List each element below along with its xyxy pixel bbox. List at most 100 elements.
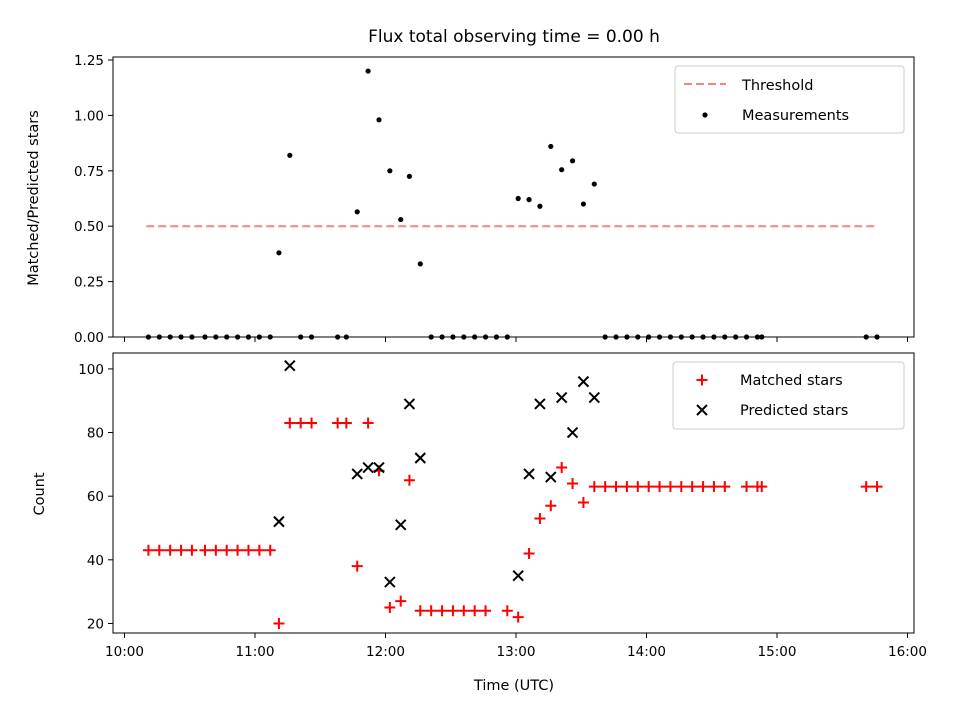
y-tick-label: 40 [87, 553, 104, 569]
predicted-star-point [273, 515, 285, 528]
predicted-star-point [351, 468, 363, 480]
matched-star-point [610, 481, 622, 493]
x-tick-label: 14:00 [627, 644, 666, 660]
matched-star-point [512, 611, 524, 623]
measurement-point [276, 250, 282, 256]
matched-star-point [232, 544, 244, 556]
top-y-axis-label: Matched/Predicted stars [26, 110, 42, 286]
y-tick-label: 0.50 [74, 219, 104, 235]
predicted-star-point [588, 391, 601, 404]
measurement-point [559, 167, 565, 173]
predicted-star-point [284, 360, 296, 372]
matched-star-point [523, 547, 535, 559]
matched-star-point [164, 544, 176, 556]
matched-star-point [295, 417, 307, 429]
y-tick-label: 100 [78, 362, 104, 378]
predicted-star-point [534, 398, 546, 410]
matched-star-point [153, 544, 165, 556]
measurement-point [569, 158, 576, 164]
matched-star-point [384, 602, 396, 614]
series-matched-stars [142, 417, 883, 629]
matched-star-point [643, 481, 655, 493]
matched-star-point [351, 560, 363, 572]
measurement-point [287, 152, 293, 158]
matched-star-point [447, 605, 459, 617]
matched-star-point [175, 544, 187, 556]
matched-star-point [395, 595, 407, 607]
x-tick-label: 15:00 [758, 644, 797, 660]
matched-star-point [599, 481, 611, 493]
legend-matched-swatch [696, 374, 708, 386]
bottom-legend: Matched stars Predicted stars [672, 361, 905, 430]
measurement-point [515, 195, 521, 202]
matched-star-point [588, 481, 600, 493]
matched-star-point [186, 544, 198, 556]
matched-star-point [142, 544, 154, 556]
measurement-point [580, 201, 587, 207]
predicted-star-point [523, 468, 535, 480]
predicted-star-point [555, 391, 568, 404]
y-tick-label: 80 [87, 426, 104, 442]
bottom-y-axis-label: Count [32, 472, 48, 515]
predicted-star-point [384, 576, 396, 588]
x-tick-label: 16:00 [888, 644, 927, 660]
matched-star-point [534, 512, 546, 524]
y-tick-label: 0.00 [74, 330, 104, 346]
predicted-star-point [373, 461, 385, 474]
bottom-series-layer [142, 360, 883, 629]
matched-star-point [273, 617, 285, 629]
top-legend-box [674, 65, 905, 134]
predicted-star-point [545, 471, 557, 483]
bottom-x-ticks: 10:00 11:00 12:00 13:00 14:00 15:00 16:00 [105, 633, 927, 660]
matched-star-point [362, 417, 374, 429]
matched-star-point [284, 417, 296, 429]
matched-star-point [632, 481, 644, 493]
predicted-star-point [362, 461, 374, 474]
y-tick-label: 0.75 [74, 164, 104, 180]
x-tick-label: 13:00 [497, 644, 536, 660]
matched-star-point [756, 481, 768, 493]
top-axes-frame [112, 56, 915, 338]
legend-predicted-label: Predicted stars [740, 403, 848, 419]
measurement-point [354, 209, 360, 215]
matched-star-point [664, 481, 676, 493]
legend-measurements-swatch [702, 112, 708, 118]
matched-star-point [480, 605, 492, 617]
top-panel: Flux total observing time = 0.00 h Match… [26, 27, 915, 346]
matched-star-point [340, 417, 352, 429]
matched-star-point [686, 481, 698, 493]
top-y-ticks: 0.00 0.25 0.50 0.75 1.00 1.25 [74, 53, 113, 346]
y-tick-label: 1.00 [74, 108, 104, 124]
y-tick-label: 20 [87, 616, 104, 632]
measurement-point [417, 261, 423, 267]
predicted-star-point [566, 426, 579, 439]
predicted-star-point [577, 375, 590, 388]
matched-star-point [719, 481, 731, 493]
measurement-point [526, 197, 532, 203]
matched-star-point [567, 477, 579, 489]
measurement-point [406, 173, 413, 179]
matched-star-point [414, 605, 426, 617]
measurement-point [398, 216, 404, 223]
chart-title: Flux total observing time = 0.00 h [368, 27, 660, 47]
predicted-star-point [403, 398, 416, 410]
measurement-point [376, 117, 382, 123]
legend-predicted-swatch [696, 404, 708, 416]
measurement-point [365, 68, 371, 74]
x-tick-label: 12:00 [366, 644, 405, 660]
bottom-axes-frame [112, 352, 915, 634]
matched-star-point [708, 481, 720, 493]
measurement-point [537, 203, 543, 209]
predicted-star-point [395, 519, 407, 531]
matched-star-point [306, 417, 318, 429]
matched-star-point [425, 605, 437, 617]
matched-star-point [675, 481, 687, 493]
matched-star-point [621, 481, 633, 493]
predicted-star-point [512, 570, 524, 582]
matched-star-point [501, 605, 513, 617]
predicted-star-point [414, 452, 427, 464]
measurement-point [548, 143, 554, 150]
x-tick-label: 10:00 [105, 644, 144, 660]
matched-star-point [871, 481, 883, 493]
